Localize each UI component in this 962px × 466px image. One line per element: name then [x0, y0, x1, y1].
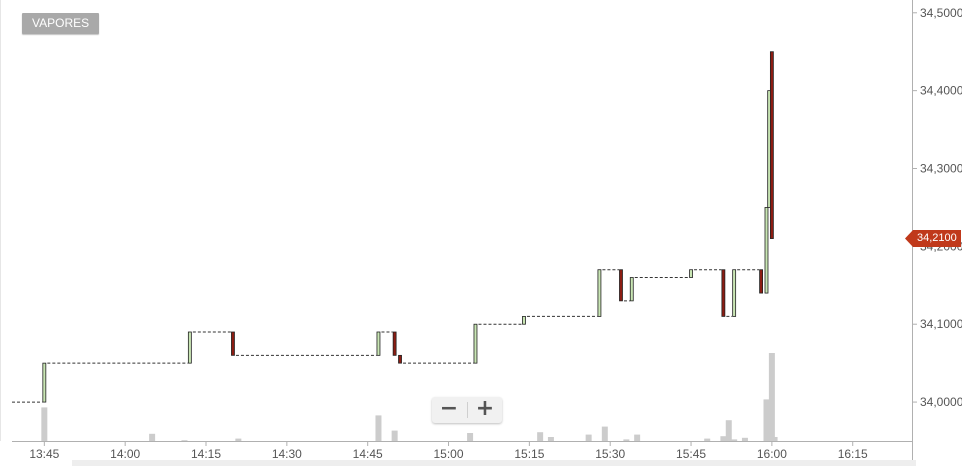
y-tick-labels: 34,000034,100034,200034,300034,400034,50…	[920, 6, 962, 409]
candle-body	[629, 277, 634, 302]
x-tick-label: 14:00	[110, 447, 140, 461]
zoom-out-button[interactable]: −	[439, 396, 459, 421]
candle-body	[769, 51, 774, 239]
candle-body	[376, 331, 381, 356]
candle-body	[764, 207, 769, 294]
volume-bar	[768, 353, 775, 441]
y-tick-label: 34,0000	[920, 395, 962, 409]
volume-bar	[467, 433, 474, 441]
volume-bar	[585, 434, 592, 441]
zoom-controls: − +	[432, 397, 502, 423]
x-tick-label: 15:00	[434, 447, 464, 461]
last-price-label: 34,2100	[917, 232, 957, 245]
y-tick-label: 34,5000	[920, 6, 962, 20]
candle-body	[619, 269, 623, 302]
candle-body	[231, 331, 235, 356]
volume-bar	[391, 430, 398, 441]
x-tick-label: 15:15	[514, 447, 544, 461]
candle-body	[473, 323, 478, 364]
volume-bar	[623, 439, 630, 441]
x-tick-label: 14:30	[272, 447, 302, 461]
volume-bar	[771, 437, 778, 441]
last-price-tag: 34,2100	[905, 230, 961, 248]
volume-bar	[725, 420, 732, 441]
navigator-strip	[72, 460, 916, 466]
candle-body	[759, 269, 764, 294]
candles	[42, 51, 774, 403]
volume-bar	[375, 415, 382, 441]
price-step-lines	[12, 269, 760, 403]
volume-bar	[235, 438, 242, 441]
x-tick-label: 14:15	[191, 447, 221, 461]
candle-body	[187, 331, 192, 364]
x-tick-label: 13:45	[29, 447, 59, 461]
candle-body	[597, 269, 602, 317]
last-price-tag-shape	[905, 230, 961, 248]
volume-bar	[547, 437, 554, 441]
x-tick-label: 15:30	[595, 447, 625, 461]
volume-bar	[731, 439, 738, 441]
volume-bar	[720, 436, 727, 441]
volume-bar	[763, 399, 770, 441]
candle-body	[522, 316, 526, 325]
volume-bar	[704, 438, 711, 441]
volume-bar	[181, 440, 188, 441]
volume-bar	[741, 437, 748, 441]
x-tick-label: 14:45	[353, 447, 383, 461]
zoom-in-button[interactable]: +	[475, 396, 495, 421]
candle-body	[398, 354, 402, 364]
vapores-button[interactable]: VAPORES	[22, 13, 100, 34]
x-tick-labels: 13:45 14:00 14:15 14:30 14:45 15:00 15:15 15:30…	[29, 447, 868, 461]
volume-bar	[149, 433, 156, 441]
y-tick-label: 34,3000	[920, 162, 962, 176]
x-tick-label: 16:00	[757, 447, 787, 461]
candle-body	[721, 269, 726, 317]
y-tick-label: 34,4000	[920, 84, 962, 98]
candle-body	[42, 362, 47, 403]
volume-bar	[601, 426, 608, 441]
y-tick-label: 34,1000	[920, 317, 962, 331]
x-tick-label: 16:15	[838, 447, 868, 461]
candle-body	[732, 269, 737, 317]
candle-body	[689, 269, 693, 278]
volume-bar	[41, 407, 48, 441]
volume-bar	[537, 432, 544, 441]
zoom-divider	[467, 402, 468, 418]
volume-bars	[41, 353, 778, 441]
candle-body	[392, 331, 397, 356]
x-tick-label: 15:45	[676, 447, 706, 461]
volume-bar	[634, 434, 641, 441]
